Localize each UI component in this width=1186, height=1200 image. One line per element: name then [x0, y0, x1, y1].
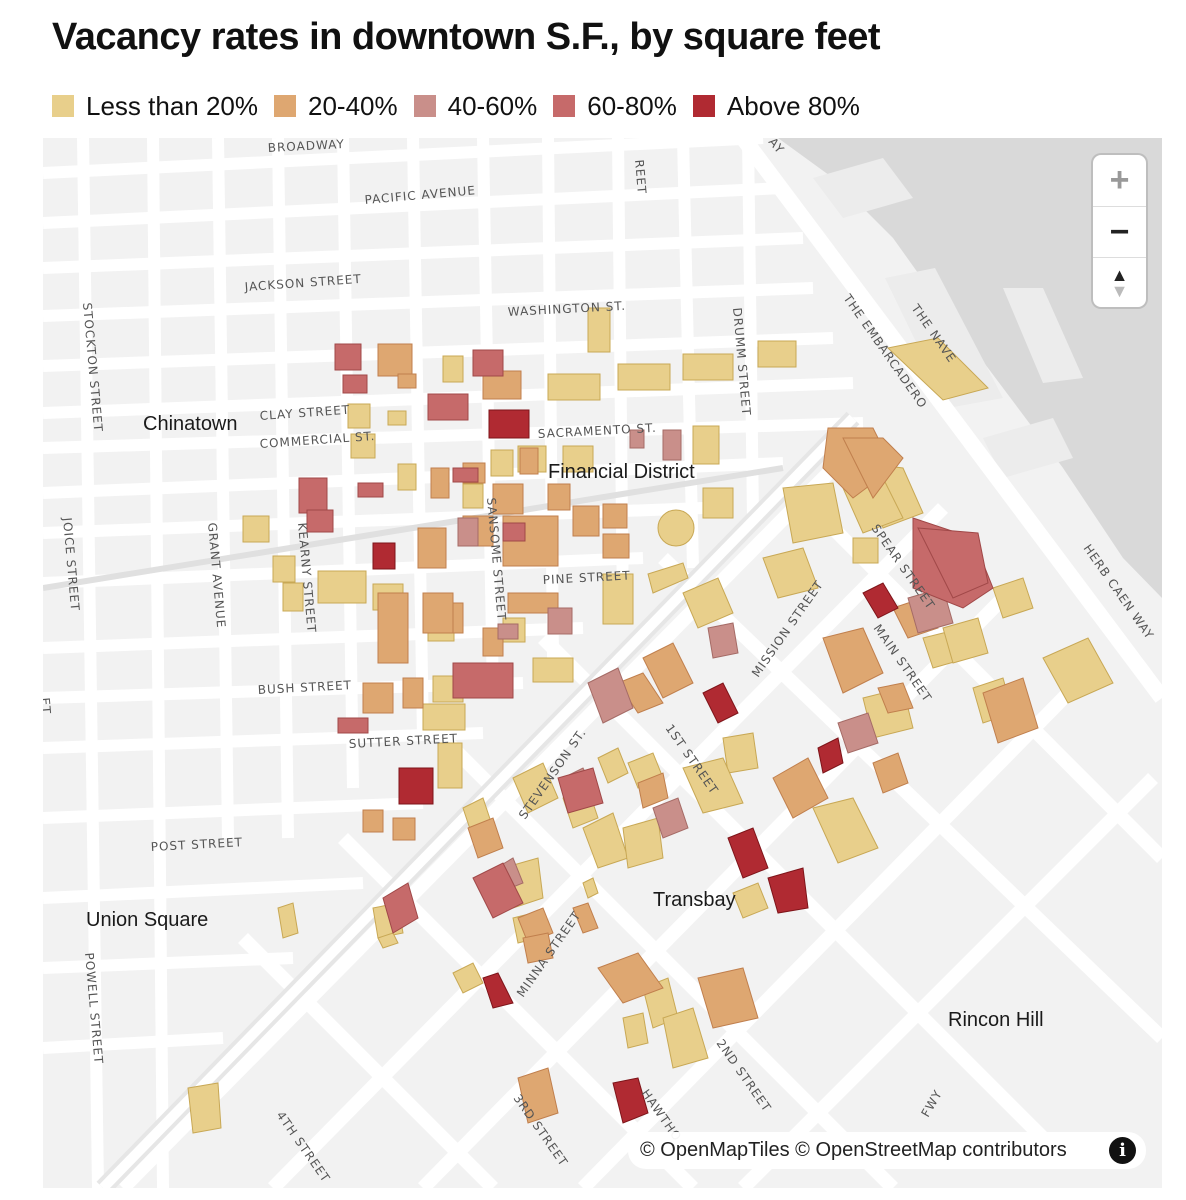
- neighborhood-labels: Chinatown Financial District Union Squar…: [86, 413, 1044, 1031]
- zoom-in-icon: +: [1109, 160, 1130, 199]
- map-canvas[interactable]: BROADWAY PACIFIC AVENUE JACKSON STREET W…: [43, 138, 1162, 1188]
- street-label: SUTTER STREET: [348, 731, 458, 751]
- compass-south-icon: ▼: [1110, 281, 1129, 301]
- legend-label: Above 80%: [726, 90, 860, 121]
- zoom-in-button[interactable]: +: [1093, 155, 1146, 205]
- street-label: FWY: [918, 1087, 945, 1119]
- legend-label: 40-60%: [447, 90, 538, 121]
- buildings-60-80[interactable]: [298, 343, 994, 934]
- legend-swatch-60-80: [553, 95, 576, 117]
- street-label: BROADWAY: [267, 138, 345, 155]
- zoom-controls: + − ▲ ▼: [1093, 155, 1146, 307]
- legend-swatch-less-than-20: [52, 95, 74, 117]
- zoom-out-icon: −: [1109, 212, 1130, 251]
- cable-car-line: [43, 465, 784, 591]
- compass-icon: ▲: [1110, 265, 1129, 285]
- legend-swatch-20-40: [274, 95, 297, 117]
- attribution-text: © OpenMapTiles © OpenStreetMap contribut…: [640, 1139, 1067, 1161]
- legend-label: 60-80%: [587, 90, 677, 121]
- zoom-out-button[interactable]: −: [1093, 206, 1146, 257]
- neighborhood-label-transbay: Transbay: [653, 889, 736, 911]
- legend-item: 40-60%: [413, 90, 538, 122]
- legend-label: Less than 20%: [86, 90, 259, 121]
- buildings-above-80[interactable]: [372, 409, 899, 1124]
- bay-water: [778, 138, 1162, 598]
- street-label: WASHINGTON ST.: [507, 299, 626, 319]
- neighborhood-label-financial-district: Financial District: [548, 461, 695, 483]
- embarcadero: [736, 138, 1162, 703]
- buildings-20-40[interactable]: [362, 343, 1039, 1124]
- street-label: CLAY STREET: [259, 403, 350, 423]
- map-attribution: © OpenMapTiles © OpenStreetMap contribut…: [628, 1132, 1146, 1169]
- neighborhood-label-rincon-hill: Rincon Hill: [948, 1009, 1044, 1031]
- street-label: ET: [43, 697, 53, 715]
- compass-button[interactable]: ▲ ▼: [1093, 257, 1146, 308]
- street-label: POST STREET: [150, 835, 243, 854]
- street-label: SACRAMENTO ST.: [537, 421, 657, 441]
- legend-item: 20-40%: [274, 91, 398, 122]
- info-icon[interactable]: i: [1109, 1137, 1136, 1164]
- neighborhood-label-chinatown: Chinatown: [143, 413, 238, 435]
- legend-swatch-above-80: [692, 95, 715, 117]
- street-label: PINE STREET: [542, 568, 631, 587]
- chart-title: Vacancy rates in downtown S.F., by squar…: [52, 16, 881, 58]
- legend-label: 20-40%: [308, 90, 398, 121]
- legend-item: Above 80%: [692, 90, 860, 122]
- legend-swatch-40-60: [413, 95, 436, 117]
- street-label: BUSH STREET: [257, 678, 352, 697]
- legend: Less than 20% 20-40% 40-60% 60-80% Above…: [52, 88, 876, 124]
- map-svg[interactable]: BROADWAY PACIFIC AVENUE JACKSON STREET W…: [43, 138, 1162, 1188]
- street-label: REET: [632, 159, 649, 195]
- neighborhood-label-union-square: Union Square: [86, 909, 208, 931]
- legend-item: 60-80%: [553, 91, 677, 122]
- legend-item: Less than 20%: [52, 91, 258, 122]
